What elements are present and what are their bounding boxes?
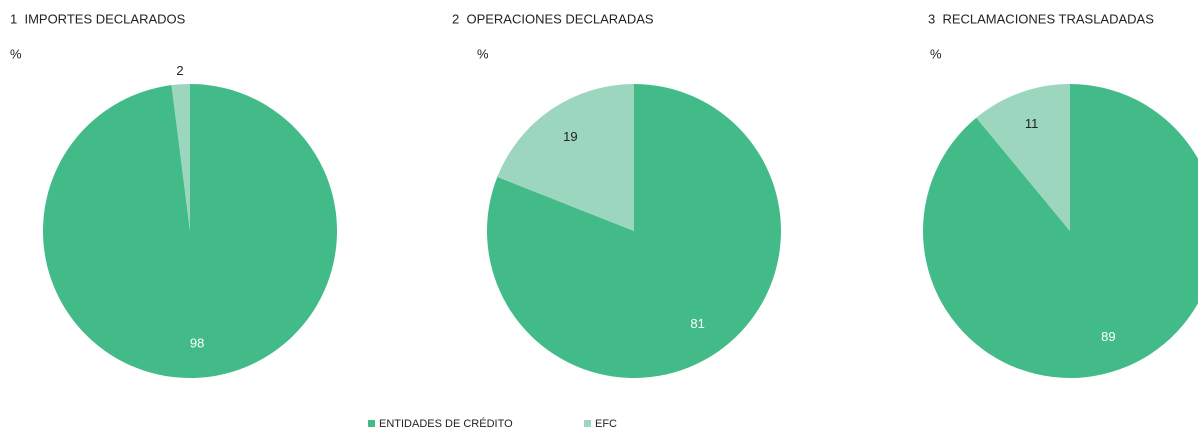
unit-label: % <box>10 46 22 61</box>
pie-slice <box>171 84 190 231</box>
legend-swatch <box>584 420 591 427</box>
data-label: 89 <box>1101 329 1115 344</box>
pie-slice <box>923 84 1198 378</box>
unit-label: % <box>477 46 489 61</box>
chart-title: 1 IMPORTES DECLARADOS <box>10 11 186 26</box>
data-label: 2 <box>176 63 183 78</box>
pie-slice <box>497 83 634 231</box>
data-label: 81 <box>690 316 704 331</box>
pie-slice <box>43 84 338 378</box>
data-label: 19 <box>563 129 577 144</box>
pie-slice <box>976 84 1070 231</box>
data-label: 11 <box>1025 116 1039 131</box>
data-label: 98 <box>190 335 204 350</box>
chart-title: 2 OPERACIONES DECLARADAS <box>452 11 654 26</box>
unit-label: % <box>930 46 942 61</box>
legend-label: EFC <box>595 418 617 430</box>
legend-label: ENTIDADES DE CRÉDITO <box>379 417 513 430</box>
pie-slice <box>486 84 781 379</box>
legend-swatch <box>368 420 375 427</box>
chart-title: 3 RECLAMACIONES TRASLADADAS <box>928 11 1154 26</box>
